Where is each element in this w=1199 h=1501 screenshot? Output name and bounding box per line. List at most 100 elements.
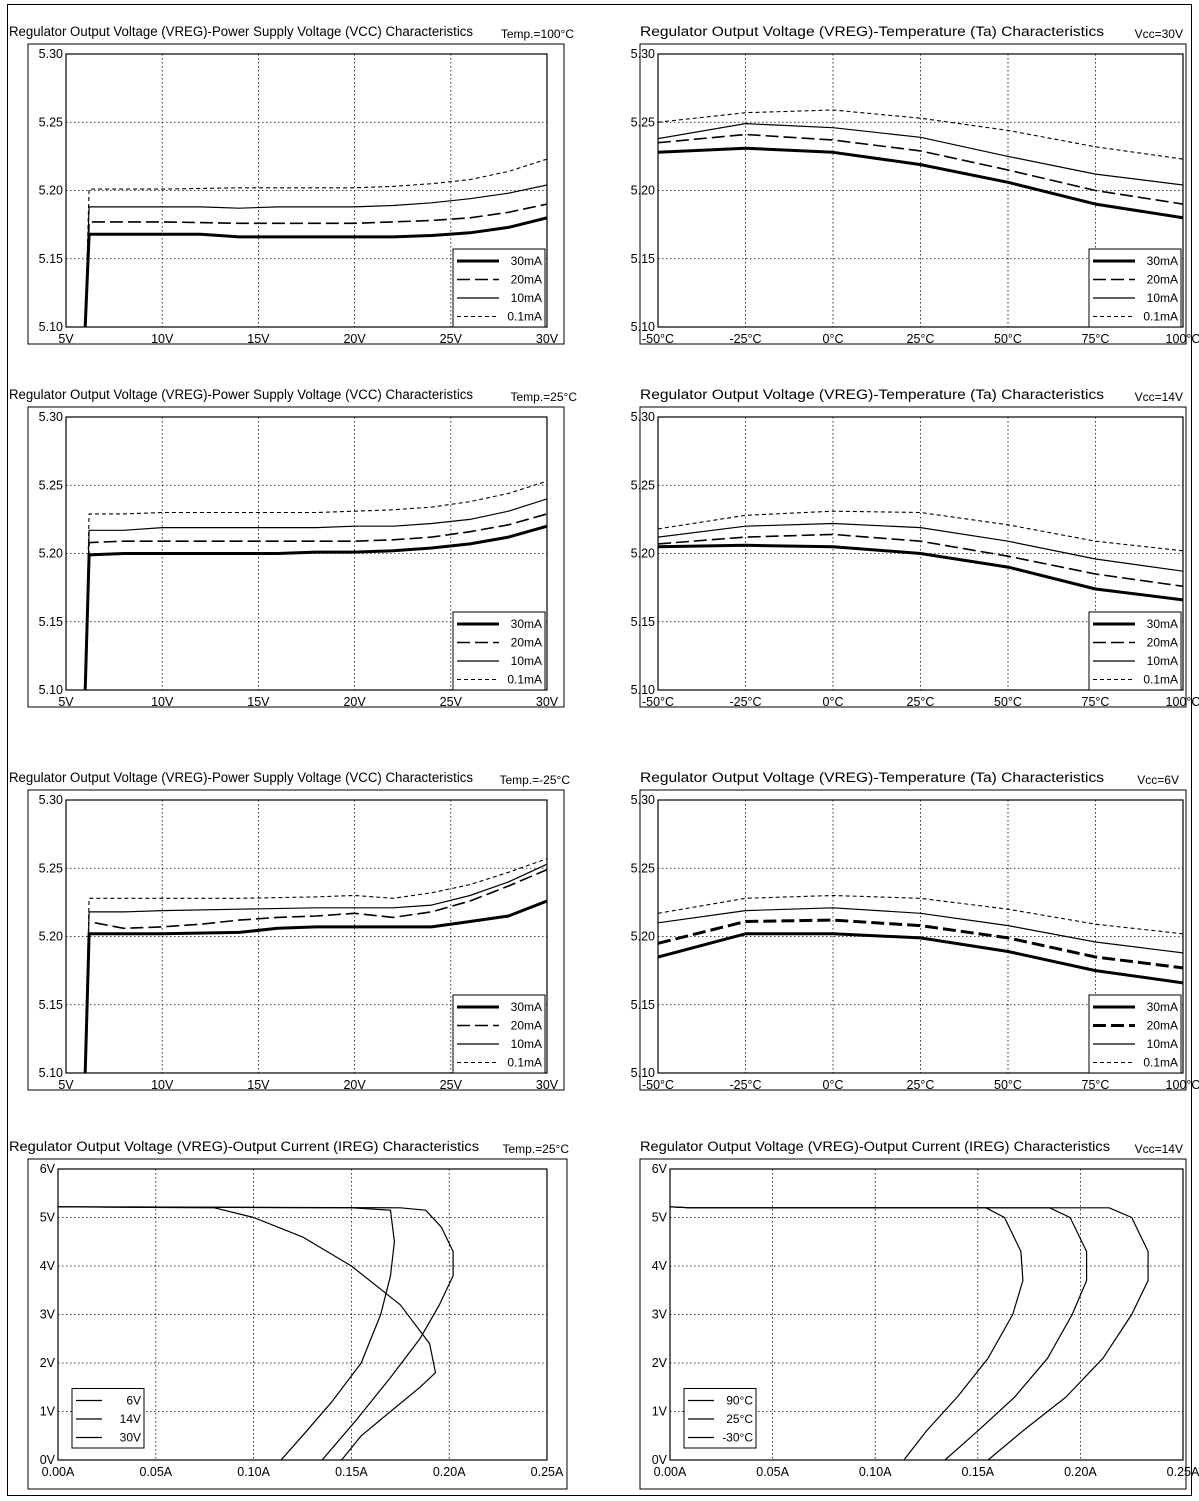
legend-label: 20mA	[511, 636, 542, 650]
series-line	[658, 146, 1183, 220]
legend-label: 0.1mA	[507, 673, 542, 687]
chart-7: Regulator Output Voltage (VREG)-Output C…	[9, 1139, 569, 1490]
legend-label: 20mA	[1147, 1019, 1178, 1033]
x-tick-label: 100°C	[1166, 1078, 1199, 1092]
x-tick-label: 50°C	[994, 695, 1022, 709]
x-tick-label: -50°C	[642, 332, 674, 346]
chart-outer-frame	[639, 406, 1187, 708]
y-tick-label: 5.10	[39, 320, 63, 334]
chart-title: Regulator Output Voltage (VREG)-Power Su…	[9, 387, 473, 402]
chart-2: Regulator Output Voltage (VREG)-Temperat…	[631, 24, 1199, 346]
chart-4: Regulator Output Voltage (VREG)-Temperat…	[631, 387, 1199, 709]
y-tick-label: 5.15	[39, 998, 63, 1012]
chart-outer-frame	[639, 789, 1187, 1091]
x-tick-label: -25°C	[729, 1078, 761, 1092]
y-tick-label: 5.10	[631, 320, 655, 334]
x-tick-label: 25V	[440, 332, 463, 346]
legend-label: 20mA	[511, 273, 542, 287]
y-tick-label: 5.10	[39, 1066, 63, 1080]
legend-label: 10mA	[1147, 1037, 1178, 1051]
chart-5: Regulator Output Voltage (VREG)-Power Su…	[9, 770, 570, 1092]
y-tick-label: 2V	[652, 1356, 668, 1370]
series-line	[658, 133, 1183, 205]
plot-area	[657, 53, 1184, 328]
series-line	[58, 1206, 395, 1460]
x-tick-label: 25°C	[907, 1078, 935, 1092]
legend: 30mA 20mA 10mA 0.1mA	[452, 611, 546, 691]
x-tick-label: 20V	[343, 1078, 366, 1092]
series-line	[84, 863, 547, 1073]
y-tick-label: 5.20	[39, 184, 63, 198]
x-tick-label: 10V	[151, 1078, 174, 1092]
legend-label: 6V	[126, 1394, 141, 1408]
chart-condition: Temp.=-25°C	[500, 773, 571, 787]
x-tick-label: -25°C	[729, 332, 761, 346]
legend: 30mA 20mA 10mA 0.1mA	[1088, 248, 1182, 328]
plot-area	[57, 1168, 548, 1461]
legend-label: 14V	[120, 1412, 141, 1426]
x-tick-label: 50°C	[994, 332, 1022, 346]
series-line	[658, 122, 1183, 186]
chart-condition: Vcc=30V	[1135, 27, 1183, 41]
x-tick-label: 0.15A	[961, 1465, 994, 1479]
x-tick-label: -25°C	[729, 695, 761, 709]
legend: 30mA 20mA 10mA 0.1mA	[1088, 994, 1182, 1074]
series-line	[658, 522, 1183, 572]
legend-label: 30V	[120, 1431, 141, 1445]
legend-label: 10mA	[511, 1037, 542, 1051]
x-tick-label: 30V	[536, 332, 559, 346]
x-tick-label: 75°C	[1082, 332, 1110, 346]
y-tick-label: 5.25	[631, 478, 655, 492]
x-tick-label: 0.10A	[859, 1465, 892, 1479]
chart-condition: Vcc=14V	[1135, 1142, 1183, 1156]
legend-label: 10mA	[1147, 291, 1178, 305]
series-line	[58, 1206, 454, 1460]
y-tick-label: 5.15	[39, 252, 63, 266]
y-tick-label: 5.15	[631, 252, 655, 266]
x-tick-label: 25V	[440, 1078, 463, 1092]
x-tick-label: 10V	[151, 332, 174, 346]
y-tick-label: 5.25	[39, 478, 63, 492]
plot-area	[657, 799, 1184, 1074]
y-tick-label: 5.10	[631, 683, 655, 697]
y-tick-label: 5.20	[631, 547, 655, 561]
series-line	[94, 868, 547, 930]
chart-1: Regulator Output Voltage (VREG)-Power Su…	[9, 24, 574, 346]
y-tick-label: 6V	[40, 1162, 56, 1176]
legend-label: 0.1mA	[1143, 673, 1178, 687]
chart-8: Regulator Output Voltage (VREG)-Output C…	[639, 1139, 1199, 1490]
y-tick-label: 1V	[40, 1405, 56, 1419]
legend-label: 20mA	[511, 1019, 542, 1033]
legend: 90°C 25°C -30°C	[683, 1388, 757, 1449]
legend: 30mA 20mA 10mA 0.1mA	[452, 994, 546, 1074]
legend-label: 25°C	[726, 1412, 753, 1426]
chart-outer-frame	[639, 43, 1187, 345]
x-tick-label: 5V	[58, 695, 74, 709]
legend-label: 30mA	[1147, 254, 1178, 268]
series-line	[84, 480, 547, 690]
x-tick-label: 15V	[247, 332, 270, 346]
series-line	[83, 899, 547, 1073]
x-tick-label: 0.10A	[237, 1465, 270, 1479]
series-line	[83, 524, 547, 690]
chart-title: Regulator Output Voltage (VREG)-Power Su…	[9, 24, 473, 39]
y-tick-label: 2V	[40, 1356, 56, 1370]
x-tick-label: -50°C	[642, 695, 674, 709]
y-tick-label: 3V	[40, 1308, 56, 1322]
chart-condition: Vcc=14V	[1135, 390, 1183, 404]
series-line	[58, 1206, 437, 1460]
x-tick-label: 30V	[536, 695, 559, 709]
plot-area	[65, 416, 548, 691]
x-tick-label: 0°C	[823, 695, 844, 709]
x-tick-label: 0.20A	[1064, 1465, 1097, 1479]
x-tick-label: 100°C	[1166, 695, 1199, 709]
y-tick-label: 5.25	[631, 861, 655, 875]
x-tick-label: 0.00A	[654, 1465, 687, 1479]
series-line	[658, 510, 1183, 552]
plot-area	[669, 1168, 1184, 1461]
x-tick-label: 100°C	[1166, 332, 1199, 346]
y-tick-label: 5.30	[631, 410, 655, 424]
y-tick-label: 1V	[652, 1405, 668, 1419]
legend-label: 0.1mA	[1143, 1056, 1178, 1070]
